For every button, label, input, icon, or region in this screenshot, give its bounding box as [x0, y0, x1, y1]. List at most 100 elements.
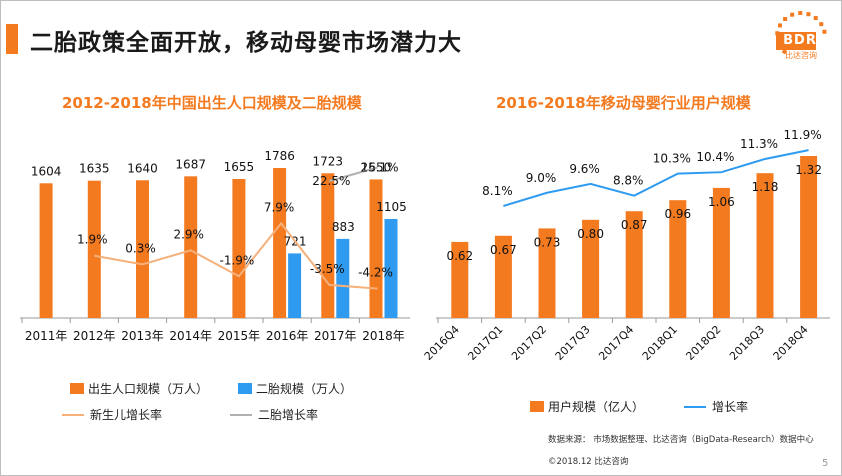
bar-value-label: 1786	[264, 149, 295, 163]
bar-value-label: 0.62	[446, 249, 473, 263]
bar-value-label: 1640	[127, 161, 158, 175]
logo-dot	[790, 12, 795, 17]
logo-dot	[819, 22, 824, 27]
bar-user-scale	[800, 156, 818, 318]
copyright-note: ©2018.12 比达咨询	[548, 457, 629, 467]
bar-value-label: 1687	[175, 157, 206, 171]
logo-dot	[777, 23, 782, 28]
bar-user-scale	[494, 235, 512, 318]
bar-user-scale	[669, 200, 687, 318]
bar-value-label: 1.06	[708, 195, 735, 209]
x-tick-label: 2016年	[266, 329, 309, 343]
bar-value-label: 0.96	[664, 207, 691, 221]
line-point-label: -1.9%	[219, 253, 254, 267]
logo-dot	[822, 29, 827, 34]
bar-user-scale	[712, 187, 730, 318]
legend-newborn-growth: 新生儿增长率	[62, 406, 162, 423]
bdr-logo-icon	[775, 11, 827, 55]
line-point-label: 11.9%	[784, 128, 822, 142]
bar-birth-population	[136, 180, 149, 318]
legend-label: 二胎增长率	[258, 408, 319, 422]
bar-value-label: 0.73	[534, 235, 561, 249]
logo-dot	[798, 11, 803, 16]
bar-value-label: 0.67	[490, 243, 517, 257]
title-accent-bar	[6, 24, 18, 54]
line-point-label: 10.4%	[696, 150, 734, 164]
bar-birth-population	[39, 183, 53, 318]
series-line-newborn-growth	[94, 221, 378, 290]
line-point-label: 0.3%	[125, 241, 156, 255]
bar-birth-population	[232, 179, 246, 318]
x-tick-label: 2017Q1	[465, 323, 505, 363]
bar-value-label: 1.18	[752, 180, 779, 194]
x-tick-label: 2017年	[314, 329, 357, 343]
legend-swatch-light-orange	[62, 413, 84, 416]
logo-subtext: 比达咨询	[785, 51, 817, 60]
bar-value-label: 883	[332, 220, 355, 234]
data-source-note: 数据来源： 市场数据整理、比达咨询（BigData-Research）数据中心	[548, 435, 814, 445]
x-tick-label: 2018Q4	[771, 323, 811, 363]
x-tick-label: 2015年	[218, 329, 261, 343]
bar-birth-population	[369, 179, 383, 318]
line-point-label: 10.3%	[653, 152, 691, 166]
legend-swatch-blue-line	[684, 405, 706, 408]
line-point-label: 2.9%	[173, 227, 204, 241]
x-tick-label: 2018Q1	[640, 323, 680, 363]
legend-swatch-orange	[70, 383, 84, 394]
legend-growth-rate: 增长率	[684, 398, 748, 415]
legend-user-scale: 用户规模（亿人）	[530, 398, 644, 415]
x-tick-label: 2017Q2	[509, 323, 549, 363]
x-tick-label: 2017Q4	[596, 323, 636, 363]
legend-second-child-growth: 二胎增长率	[230, 406, 318, 423]
line-point-label: 8.1%	[482, 184, 513, 198]
bar-second-child	[288, 253, 302, 318]
line-point-label: 1.9%	[77, 233, 108, 247]
bar-user-scale	[582, 219, 600, 318]
bar-value-label: 1105	[376, 200, 407, 214]
bar-birth-population	[87, 180, 101, 318]
series-line-second-child-growth	[329, 166, 378, 182]
logo-text: BDR	[783, 33, 817, 48]
logo-dot	[783, 16, 788, 21]
bar-second-child	[336, 238, 350, 318]
left-chart-title: 2012-2018年中国出生人口规模及二胎规模	[62, 94, 362, 112]
bar-value-label: 1604	[31, 164, 62, 178]
legend-label: 新生儿增长率	[90, 408, 163, 422]
logo-dot	[813, 16, 818, 21]
x-tick-label: 2012年	[73, 329, 116, 343]
bar-value-label: 0.87	[621, 218, 648, 232]
slide-title: 二胎政策全面开放，移动母婴市场潜力大	[30, 30, 462, 56]
x-tick-label: 2016Q4	[422, 323, 462, 363]
legend-label: 用户规模（亿人）	[548, 400, 645, 414]
legend-birth-population: 出生人口规模（万人）	[70, 380, 208, 397]
line-point-label: 25.1%	[360, 160, 398, 174]
bar-value-label: 1.32	[795, 163, 822, 177]
x-tick-label: 2018Q2	[683, 323, 723, 363]
legend-swatch-orange	[530, 401, 544, 412]
x-tick-label: 2011年	[25, 329, 68, 343]
bar-birth-population	[184, 176, 198, 318]
line-point-label: 7.9%	[264, 200, 295, 214]
line-point-label: -4.2%	[358, 266, 393, 280]
logo-dot	[806, 12, 811, 17]
bar-value-label: 0.80	[577, 227, 604, 241]
line-point-label: 9.6%	[569, 162, 600, 176]
line-point-label: 22.5%	[312, 174, 350, 188]
legend-swatch-gray	[230, 413, 252, 416]
legend-label: 二胎规模（万人）	[256, 382, 353, 396]
bar-value-label: 1655	[224, 160, 255, 174]
line-point-label: 11.3%	[740, 137, 778, 151]
bar-value-label: 1635	[79, 162, 110, 176]
series-line-growth-rate	[503, 149, 809, 207]
legend-label: 出生人口规模（万人）	[88, 382, 209, 396]
right-chart-title: 2016-2018年移动母婴行业用户规模	[496, 94, 751, 112]
bar-user-scale	[625, 211, 643, 318]
bar-user-scale	[451, 241, 469, 318]
line-point-label: -3.5%	[310, 262, 345, 276]
line-point-label: 9.0%	[526, 171, 557, 185]
bar-user-scale	[756, 173, 774, 318]
x-tick-label: 2017Q3	[553, 323, 593, 363]
bar-birth-population	[321, 173, 335, 318]
